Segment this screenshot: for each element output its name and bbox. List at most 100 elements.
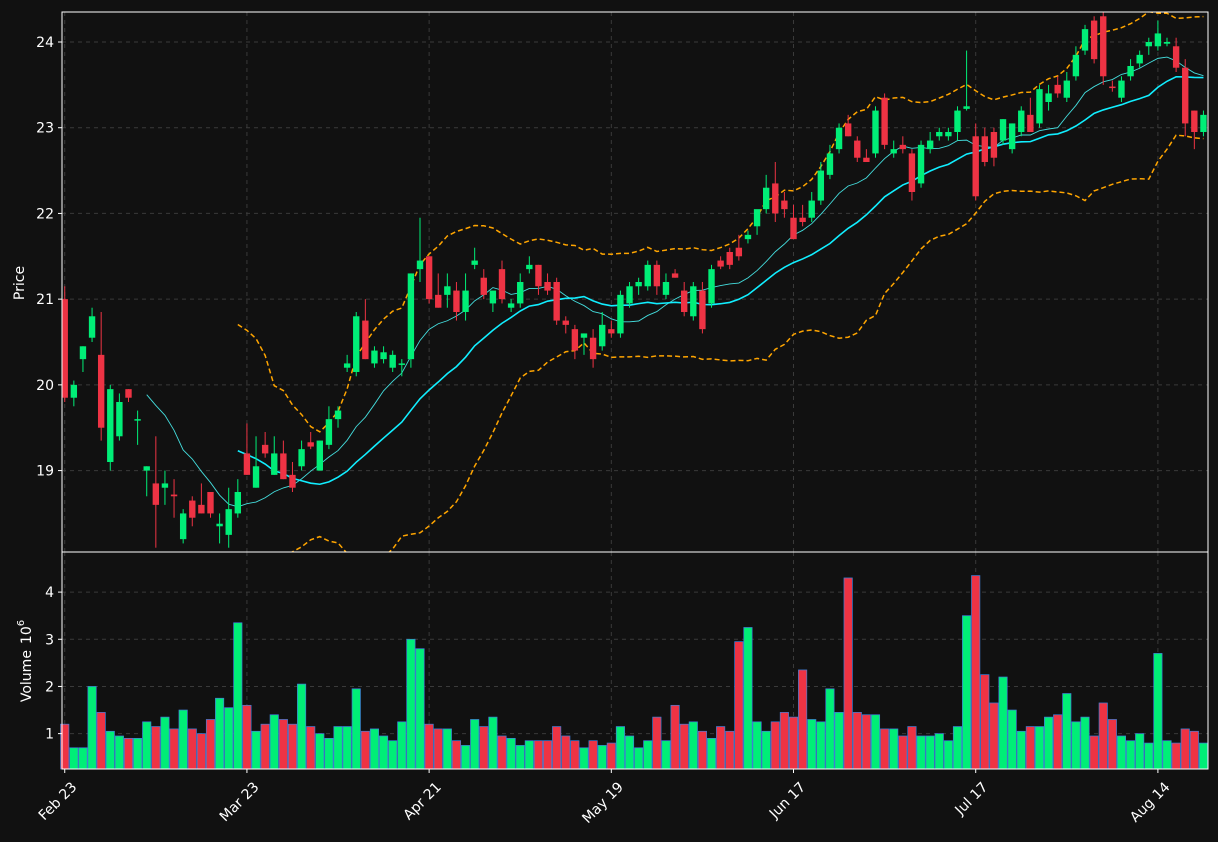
- candle: [671, 269, 679, 278]
- candle: [1100, 12, 1107, 85]
- volume-bar: [688, 721, 698, 770]
- candle-body: [1118, 80, 1125, 98]
- candle-body: [999, 119, 1007, 141]
- volume-axis-exponent: 6: [16, 620, 27, 626]
- candle-body: [544, 282, 551, 291]
- volume-bar: [925, 735, 935, 770]
- volume-bar: [96, 712, 106, 770]
- candle-body: [1008, 123, 1016, 150]
- volume-bar: [196, 733, 206, 770]
- candle: [189, 496, 196, 527]
- candle: [1182, 59, 1189, 137]
- candle: [435, 273, 442, 308]
- candle: [881, 93, 888, 150]
- candle-body: [553, 282, 560, 321]
- volume-bar: [1089, 735, 1099, 770]
- volume-bar: [916, 735, 926, 770]
- candle-body: [653, 264, 661, 287]
- candle: [325, 406, 333, 450]
- candle: [1200, 110, 1207, 137]
- volume-bar: [415, 648, 425, 770]
- candle: [243, 423, 251, 475]
- candle: [1118, 76, 1125, 102]
- candle: [1054, 76, 1061, 98]
- volume-bar: [470, 719, 480, 770]
- volume-bar: [215, 697, 225, 770]
- volume-bar: [597, 745, 607, 770]
- candle: [708, 264, 715, 308]
- candle-body: [343, 363, 351, 368]
- volume-bar: [351, 688, 361, 770]
- volume-bar: [69, 747, 79, 770]
- candle-body: [1063, 80, 1070, 98]
- volume-bar: [761, 730, 771, 770]
- volume-bar: [825, 688, 835, 770]
- volume-bar: [488, 716, 498, 770]
- volume-panel-frame: [61, 551, 1209, 770]
- volume-tick-label: 4: [45, 585, 54, 601]
- candle: [289, 462, 296, 492]
- candle-body: [62, 299, 68, 398]
- candle-body: [1054, 84, 1061, 94]
- candle-body: [826, 153, 834, 175]
- candle: [107, 384, 114, 471]
- volume-bar: [169, 728, 179, 770]
- volume-bar: [1189, 730, 1199, 770]
- candle: [990, 127, 998, 167]
- candle: [216, 513, 223, 544]
- candle-body: [744, 234, 752, 240]
- candle-body: [580, 333, 588, 338]
- candle: [389, 350, 396, 372]
- candle: [1090, 16, 1098, 64]
- candle: [398, 359, 405, 377]
- candle: [498, 260, 506, 304]
- candle: [234, 479, 242, 518]
- volume-bar: [998, 676, 1008, 770]
- volume-bar: [725, 730, 735, 770]
- candle-body: [1200, 114, 1207, 132]
- candle-body: [88, 316, 96, 338]
- candle-body: [681, 290, 688, 312]
- candle: [462, 273, 469, 321]
- candle-body: [1045, 93, 1052, 102]
- upper-band-line: [237, 12, 1204, 433]
- candle-body: [234, 492, 242, 514]
- candle: [70, 380, 78, 407]
- candle-body: [1027, 114, 1034, 132]
- candle-body: [325, 419, 333, 445]
- candle: [945, 127, 952, 141]
- candle-body: [189, 500, 196, 518]
- candle-body: [161, 483, 169, 488]
- candle: [362, 299, 369, 360]
- candle: [1027, 97, 1034, 132]
- volume-bar: [233, 622, 243, 770]
- candle-body: [471, 260, 478, 265]
- candle-body: [389, 354, 396, 368]
- candle: [608, 320, 615, 338]
- candle-body: [963, 106, 970, 109]
- candle: [343, 354, 351, 372]
- candle: [717, 256, 724, 270]
- candle-body: [890, 149, 897, 154]
- candle-body: [1036, 89, 1043, 124]
- candle-body: [289, 474, 296, 488]
- volume-bar: [1098, 702, 1108, 770]
- candle: [134, 410, 141, 445]
- volume-bar: [634, 747, 644, 770]
- candle: [1172, 37, 1180, 72]
- candle-body: [644, 264, 651, 287]
- candle-body: [134, 419, 141, 421]
- volume-bar: [1144, 742, 1154, 770]
- candle: [1072, 46, 1080, 81]
- price-tick-label: 22: [36, 206, 54, 222]
- candle-body: [690, 286, 697, 317]
- candle: [271, 436, 278, 475]
- volume-bar: [907, 726, 917, 770]
- candle: [844, 114, 852, 137]
- candle-body: [407, 273, 415, 360]
- volume-bar: [187, 728, 197, 770]
- candle-body: [116, 402, 123, 437]
- candle: [790, 204, 797, 240]
- candle: [580, 333, 588, 355]
- candle-body: [1172, 46, 1180, 68]
